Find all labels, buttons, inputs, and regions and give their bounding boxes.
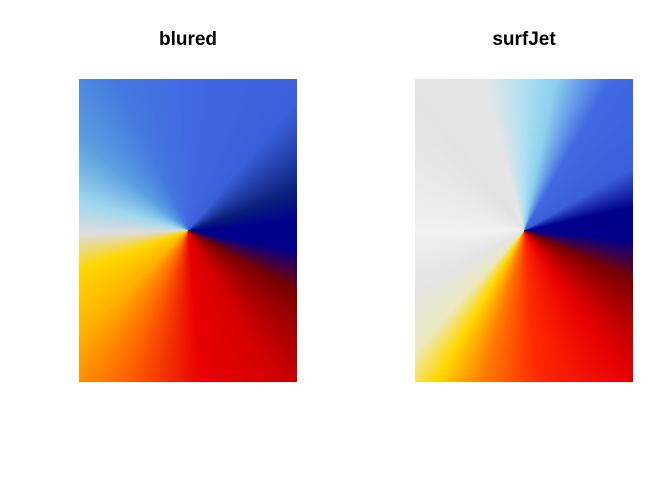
- colormap-swatch-blured: [79, 79, 297, 382]
- panel-title-blured: blured: [158, 29, 218, 50]
- colormap-swatch-surfjet: [415, 79, 633, 382]
- panel-title-surfjet: surfJet: [492, 29, 556, 50]
